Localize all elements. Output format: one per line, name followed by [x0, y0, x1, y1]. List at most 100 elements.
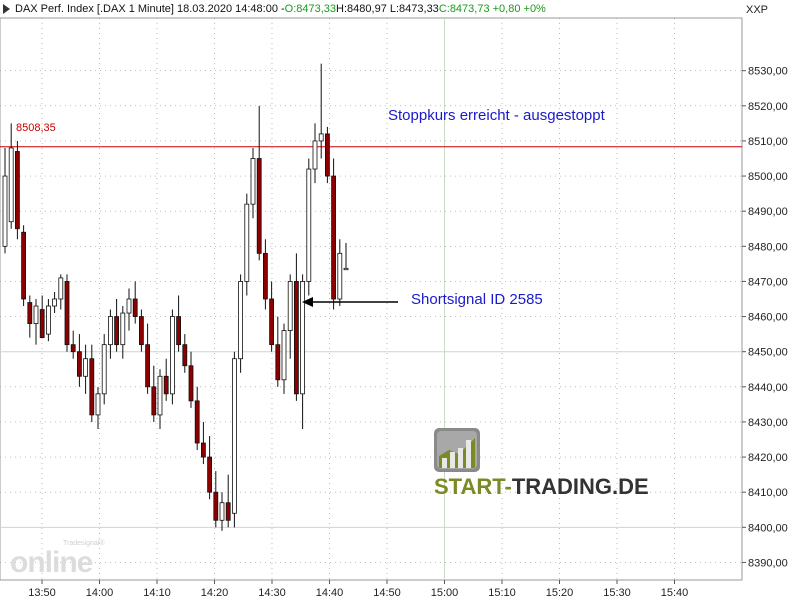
candle-up	[244, 203, 250, 282]
candle-up	[83, 358, 88, 377]
x-tick-label: 14:10	[143, 587, 171, 599]
candle-down	[293, 281, 299, 395]
candle-up	[101, 344, 107, 395]
candle-up	[219, 502, 225, 521]
candle-up	[33, 305, 39, 324]
open-value: O:8473,33	[284, 3, 337, 15]
y-tick-label: 8530,00	[748, 66, 788, 78]
brand-part2: TRADING.DE	[511, 474, 649, 499]
stop-annotation: Stoppkurs erreicht - ausgestoppt	[388, 107, 605, 124]
candle-down	[39, 309, 45, 339]
candle-up	[281, 330, 287, 381]
candle-down	[194, 400, 200, 444]
candle-up	[46, 305, 51, 335]
candle-up	[306, 168, 312, 282]
y-tick-label: 8420,00	[748, 452, 788, 464]
candle-down	[275, 344, 281, 381]
candle-up	[108, 316, 113, 346]
candle-down	[225, 502, 231, 521]
instrument-info: DAX Perf. Index [.DAX 1 Minute] 18.03.20…	[15, 3, 285, 15]
signal-arrow-head	[302, 297, 313, 307]
y-tick-label: 8390,00	[748, 557, 788, 569]
y-tick-label: 8460,00	[748, 312, 788, 324]
close-change-value: C:8473,73 +0,80 +0%	[438, 3, 546, 15]
x-tick-label: 15:30	[603, 587, 631, 599]
candle-up	[157, 375, 163, 416]
candle-down	[64, 281, 70, 346]
candle-down	[145, 344, 151, 388]
candle-up	[169, 316, 175, 395]
candle-up	[250, 158, 256, 205]
candle-down	[256, 158, 262, 254]
candle-up	[337, 252, 343, 300]
candle-up	[58, 277, 64, 300]
y-tick-label: 8470,00	[748, 276, 788, 288]
candle-down	[163, 375, 169, 395]
signal-annotation: Shortsignal ID 2585	[411, 291, 543, 308]
candle-down	[200, 442, 206, 458]
high-low-close-values: H:8480,97 L:8473,33	[336, 3, 439, 15]
candle-down	[70, 344, 76, 353]
x-tick-label: 15:10	[488, 587, 516, 599]
candle-down	[324, 133, 330, 177]
watermark-small-text: Tradesignal®	[63, 540, 105, 547]
y-tick-label: 8480,00	[748, 241, 788, 253]
candle-down	[89, 358, 95, 416]
candle-up	[52, 298, 57, 307]
candle-down	[14, 151, 20, 230]
y-tick-label: 8400,00	[748, 522, 788, 534]
brand-wordmark: START-TRADING.DE	[434, 474, 649, 500]
y-tick-label: 8410,00	[748, 487, 788, 499]
y-tick-label: 8500,00	[748, 171, 788, 183]
y-tick-label: 8520,00	[748, 101, 788, 113]
stop-level-label: 8508,35	[16, 122, 56, 134]
candle-up	[300, 281, 306, 395]
candle-up	[8, 147, 14, 223]
candle-down	[27, 302, 33, 324]
candle-up	[126, 298, 132, 314]
y-tick-label: 8450,00	[748, 347, 788, 359]
brand-part1: START-	[434, 474, 512, 499]
candle-down	[114, 316, 119, 346]
candle-up	[287, 281, 293, 332]
y-tick-label: 8440,00	[748, 382, 788, 394]
x-tick-label: 14:00	[86, 587, 114, 599]
candle-up	[312, 140, 318, 170]
x-tick-label: 14:30	[258, 587, 286, 599]
candle-down	[213, 491, 219, 521]
collapse-arrow-icon[interactable]	[3, 4, 10, 14]
x-tick-label: 13:50	[28, 587, 56, 599]
candle-down	[269, 298, 275, 346]
start-trading-logo-icon	[434, 428, 480, 472]
y-tick-label: 8490,00	[748, 206, 788, 218]
watermark-big-text: online	[10, 546, 93, 579]
x-tick-label: 14:50	[373, 587, 401, 599]
y-tick-label: 8430,00	[748, 417, 788, 429]
candle-down	[176, 316, 182, 346]
candle-down	[138, 316, 144, 346]
candle-up	[231, 358, 237, 514]
candle-up	[318, 133, 324, 142]
candle-down	[182, 344, 188, 367]
candle-down	[21, 231, 27, 300]
candle-down	[331, 175, 337, 300]
candle-down	[77, 351, 82, 377]
x-tick-label: 14:40	[316, 587, 344, 599]
x-tick-label: 15:00	[431, 587, 459, 599]
x-tick-label: 15:40	[661, 587, 689, 599]
candle-up	[343, 267, 349, 271]
candle-down	[207, 456, 213, 493]
candle-up	[95, 393, 101, 416]
candle-down	[262, 252, 268, 300]
candle-down	[188, 365, 194, 402]
chart-header: DAX Perf. Index [.DAX 1 Minute] 18.03.20…	[0, 0, 546, 18]
candle-down	[151, 386, 157, 416]
y-tick-label: 8510,00	[748, 136, 788, 148]
candle-up	[238, 281, 244, 360]
candle-down	[132, 298, 138, 317]
x-tick-label: 15:20	[546, 587, 574, 599]
x-tick-label: 14:20	[201, 587, 229, 599]
candle-up	[120, 312, 126, 346]
plot-area	[0, 17, 743, 581]
